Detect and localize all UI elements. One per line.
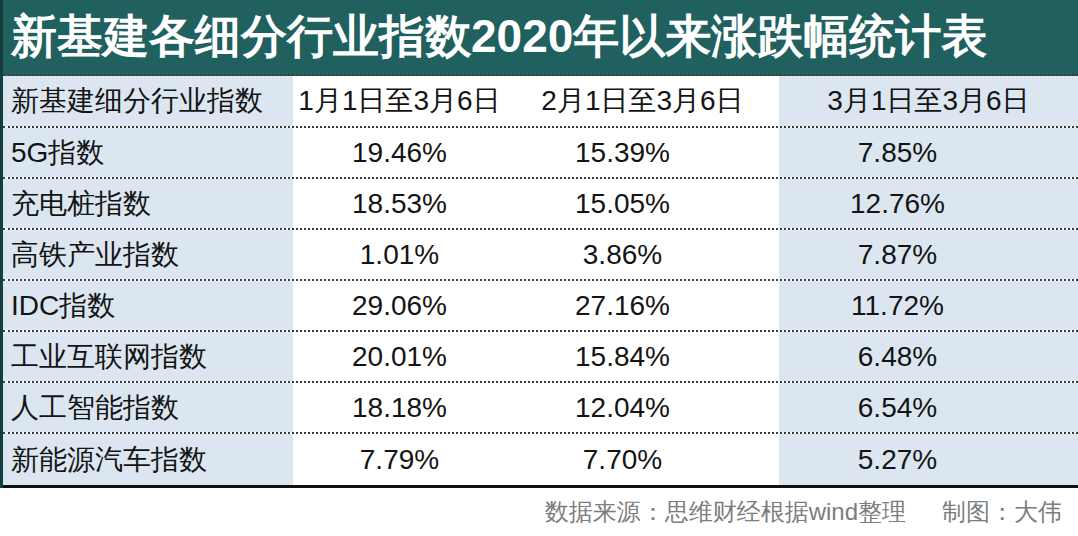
row-label: IDC指数 <box>3 281 293 330</box>
value-cell: 6.54% <box>779 383 1078 432</box>
value-cell: 5.27% <box>779 434 1078 485</box>
table-row-new-energy-vehicle: 新能源汽车指数 7.79% 7.70% 5.27% <box>3 434 1078 485</box>
infographic-poster: 新基建各细分行业指数2020年以来涨跌幅统计表 新基建细分行业指数 1月1日至3… <box>0 0 1078 536</box>
data-table: 新基建细分行业指数 1月1日至3月6日 2月1日至3月6日 3月1日至3月6日 … <box>3 76 1078 488</box>
row-label: 高铁产业指数 <box>3 230 293 279</box>
value-cell: 7.79% <box>293 434 536 485</box>
header-cell-period-feb: 2月1日至3月6日 <box>536 76 779 126</box>
table-header-row: 新基建细分行业指数 1月1日至3月6日 2月1日至3月6日 3月1日至3月6日 <box>3 76 1078 128</box>
table-row-ai: 人工智能指数 18.18% 12.04% 6.54% <box>3 383 1078 434</box>
table-row-industrial-internet: 工业互联网指数 20.01% 15.84% 6.48% <box>3 332 1078 383</box>
header-cell-period-jan: 1月1日至3月6日 <box>293 76 536 126</box>
value-cell: 27.16% <box>536 281 779 330</box>
credit-text: 制图：大伟 <box>942 496 1062 528</box>
header-cell-period-mar: 3月1日至3月6日 <box>779 76 1078 126</box>
value-cell: 15.05% <box>536 179 779 228</box>
header-cell-index-name: 新基建细分行业指数 <box>3 76 293 126</box>
row-label: 5G指数 <box>3 128 293 177</box>
value-cell: 11.72% <box>779 281 1078 330</box>
value-cell: 20.01% <box>293 332 536 381</box>
page-title: 新基建各细分行业指数2020年以来涨跌幅统计表 <box>3 6 987 68</box>
value-cell: 12.76% <box>779 179 1078 228</box>
value-cell: 3.86% <box>536 230 779 279</box>
value-cell: 7.87% <box>779 230 1078 279</box>
value-cell: 1.01% <box>293 230 536 279</box>
table-row-5g: 5G指数 19.46% 15.39% 7.85% <box>3 128 1078 179</box>
table-row-charging-pile: 充电桩指数 18.53% 15.05% 12.76% <box>3 179 1078 230</box>
table-row-high-speed-rail: 高铁产业指数 1.01% 3.86% 7.87% <box>3 230 1078 281</box>
value-cell: 7.85% <box>779 128 1078 177</box>
value-cell: 12.04% <box>536 383 779 432</box>
value-cell: 15.84% <box>536 332 779 381</box>
value-cell: 18.18% <box>293 383 536 432</box>
data-source-text: 数据来源：思维财经根据wind整理 <box>545 496 906 528</box>
value-cell: 15.39% <box>536 128 779 177</box>
table-block: 新基建各细分行业指数2020年以来涨跌幅统计表 新基建细分行业指数 1月1日至3… <box>0 0 1078 488</box>
value-cell: 7.70% <box>536 434 779 485</box>
value-cell: 6.48% <box>779 332 1078 381</box>
value-cell: 18.53% <box>293 179 536 228</box>
value-cell: 19.46% <box>293 128 536 177</box>
value-cell: 29.06% <box>293 281 536 330</box>
table-row-idc: IDC指数 29.06% 27.16% 11.72% <box>3 281 1078 332</box>
row-label: 工业互联网指数 <box>3 332 293 381</box>
title-band: 新基建各细分行业指数2020年以来涨跌幅统计表 <box>3 0 1078 76</box>
row-label: 新能源汽车指数 <box>3 434 293 485</box>
row-label: 充电桩指数 <box>3 179 293 228</box>
row-label: 人工智能指数 <box>3 383 293 432</box>
footer: 数据来源：思维财经根据wind整理 制图：大伟 <box>0 488 1078 536</box>
